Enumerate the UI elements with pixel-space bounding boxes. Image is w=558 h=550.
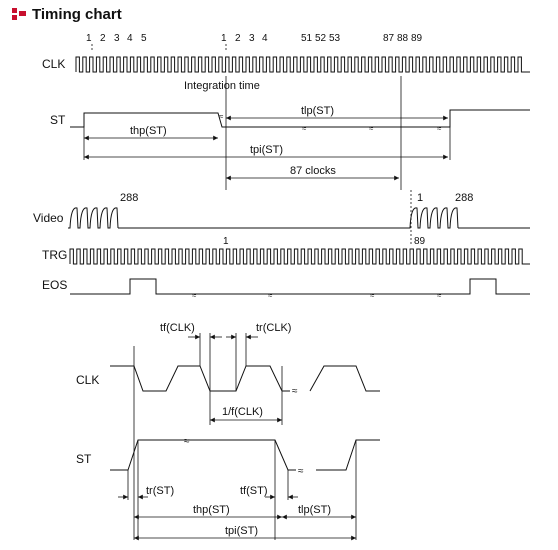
clk-count-52: 52 — [315, 33, 327, 44]
clk-count-51: 51 — [301, 33, 313, 44]
clk-count-88: 88 — [397, 33, 409, 44]
st-label: ST — [50, 113, 66, 127]
eos-break-3: ≈ — [370, 291, 375, 300]
detail-st-break-1: ≈ — [184, 436, 190, 447]
clk-count-b3: 3 — [249, 33, 255, 44]
clk-count-5: 5 — [141, 33, 147, 44]
tr-clk-label: tr(CLK) — [256, 322, 291, 334]
clk-count-labels: 1 2 3 4 5 1 2 3 4 51 52 53 87 88 89 — [86, 33, 423, 44]
st-break-2: ≈ — [302, 124, 307, 133]
eos-label: EOS — [42, 278, 67, 292]
clk-count-89: 89 — [411, 33, 423, 44]
clk-count-b4: 4 — [262, 33, 268, 44]
tpi-label: tpi(ST) — [250, 144, 283, 156]
section-title: Timing chart — [32, 5, 122, 23]
clk-count-2: 2 — [100, 33, 106, 44]
detail-st-waveform — [110, 439, 380, 471]
detail-clk-label: CLK — [76, 373, 99, 387]
detail-st-break-2: ≈ — [298, 466, 304, 477]
st-break-4: ≈ — [437, 124, 442, 133]
detail-tlp-label: tlp(ST) — [298, 504, 331, 516]
detail-clk-break: ≈ — [292, 386, 298, 397]
video-288-right: 288 — [455, 192, 473, 204]
clk-count-4: 4 — [127, 33, 133, 44]
detail-tpi-label: tpi(ST) — [225, 525, 258, 537]
section-marker-icon — [12, 8, 26, 20]
thp-label: thp(ST) — [130, 125, 167, 137]
detail-clk-waveform — [110, 365, 380, 392]
trg-1-label: 1 — [223, 236, 229, 247]
st-break-3: ≈ — [369, 124, 374, 133]
eos-break-1: ≈ — [192, 291, 197, 300]
video-waveform-left — [68, 207, 119, 229]
freq-label: 1/f(CLK) — [222, 406, 263, 418]
video-label: Video — [33, 211, 64, 225]
trg-label: TRG — [42, 248, 67, 262]
trg-89-label: 89 — [414, 236, 426, 247]
st-break-1: ≈ — [219, 112, 224, 121]
clk-count-3: 3 — [114, 33, 120, 44]
tlp-label: tlp(ST) — [301, 105, 334, 117]
detail-thp-label: thp(ST) — [193, 504, 230, 516]
tr-st-label: tr(ST) — [146, 485, 174, 497]
detail-clk-guides — [133, 333, 283, 430]
trg-waveform — [69, 248, 530, 265]
clk-count-53: 53 — [329, 33, 341, 44]
clk-count-b2: 2 — [235, 33, 241, 44]
eos-waveform — [70, 278, 530, 295]
clk-count-87: 87 — [383, 33, 395, 44]
st-waveform — [70, 109, 530, 128]
eos-break-4: ≈ — [437, 291, 442, 300]
clk-count-1: 1 — [86, 33, 92, 44]
video-288-left: 288 — [120, 192, 138, 204]
video-1-label: 1 — [417, 192, 423, 204]
clk-waveform — [75, 56, 530, 73]
integration-time-label: Integration time — [184, 80, 260, 92]
clk-count-b1: 1 — [221, 33, 227, 44]
clocks87-label: 87 clocks — [290, 165, 336, 177]
clk-count-ticks — [91, 44, 227, 52]
clk-label: CLK — [42, 57, 65, 71]
section-header: Timing chart — [12, 4, 122, 24]
tf-st-label: tf(ST) — [240, 485, 268, 497]
detail-st-label: ST — [76, 452, 92, 466]
eos-break-2: ≈ — [268, 291, 273, 300]
video-waveform-right — [408, 207, 459, 229]
tf-clk-label: tf(CLK) — [160, 322, 195, 334]
